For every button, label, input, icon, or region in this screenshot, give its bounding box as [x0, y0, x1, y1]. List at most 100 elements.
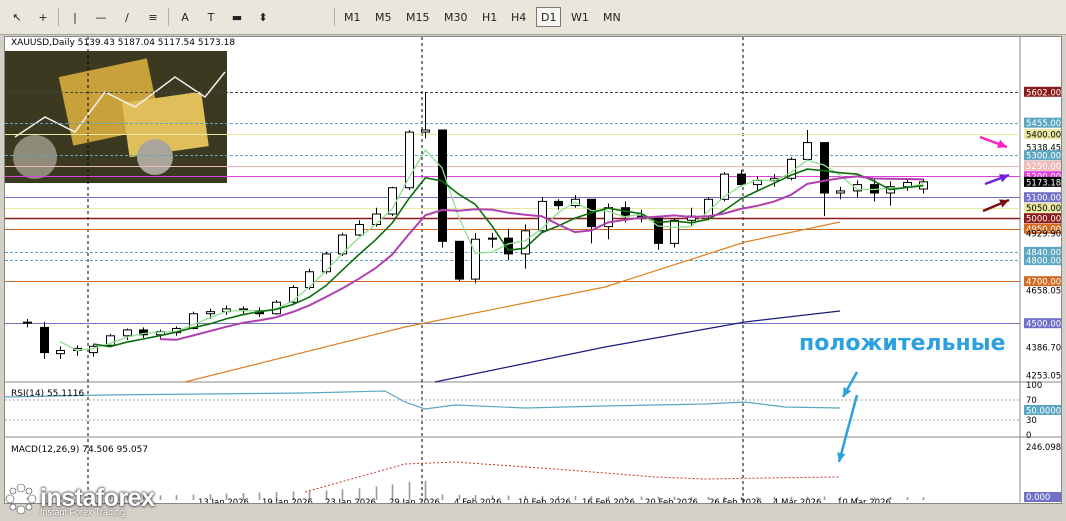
candle-body	[355, 224, 364, 236]
timeframe-h4[interactable]: H4	[511, 10, 527, 24]
pink-arrow-icon-head	[997, 139, 1007, 148]
text-icon[interactable]: A	[181, 10, 189, 24]
rsi-axis-label: 70	[1026, 396, 1037, 406]
candle-body	[106, 335, 115, 346]
candle-body	[123, 329, 132, 337]
rsi-tag-bg	[1024, 405, 1061, 415]
price-tag-bg	[1024, 246, 1061, 257]
channel-icon[interactable]: ≡	[148, 10, 158, 24]
price-axis-label: 4658.05	[1026, 287, 1061, 297]
macd-tag-bg	[1024, 492, 1061, 502]
price-tag-bg	[1024, 255, 1061, 266]
ma-200-line	[434, 310, 841, 383]
rsi-line	[5, 390, 841, 410]
price-axis-label: 5173.18	[1026, 178, 1061, 188]
date-axis-label: 19 Jan 2026	[262, 498, 313, 504]
darkred-arrow-icon-head	[999, 199, 1009, 208]
price-tag-bg	[1024, 213, 1061, 224]
price-axis-label: 5250.00	[1026, 162, 1061, 172]
text-label-icon[interactable]: T	[207, 10, 215, 24]
crosshair-icon[interactable]: +	[38, 10, 48, 24]
price-axis-label: 5602.00	[1026, 88, 1061, 98]
price-tag-bg	[1024, 86, 1061, 97]
timeframe-m30[interactable]: M30	[444, 10, 468, 24]
price-axis-label: 5455.00	[1026, 119, 1061, 129]
cursor-icon[interactable]: ↖	[12, 10, 22, 24]
rsi-axis-label: 0	[1026, 431, 1031, 441]
ma-100-line	[184, 221, 841, 383]
logo-name: instaforex	[40, 484, 155, 512]
chart-canvas[interactable]: 5602.00 5455.00 5400.00 5338.455300.005250.…	[5, 37, 1062, 504]
candle-body	[40, 326, 49, 354]
candle-body	[737, 173, 746, 186]
timeframe-m15[interactable]: M15	[406, 10, 430, 24]
price-tag-bg	[1024, 160, 1061, 171]
price-tag-bg	[1024, 223, 1061, 234]
price-tag-bg	[1024, 192, 1061, 203]
candle-body	[388, 187, 397, 215]
timeframe-w1[interactable]: W1	[571, 10, 589, 24]
purple-arrow-icon-head	[999, 174, 1009, 183]
price-axis-label: 5300.00	[1026, 152, 1061, 162]
chart-window[interactable]: 5602.00 5455.00 5400.00 5338.45 5300.00 5250.…	[4, 36, 1062, 504]
candle-body	[56, 350, 65, 355]
annotation-text: положительные	[799, 331, 1006, 356]
macd-signal-line	[304, 461, 841, 493]
date-axis-bg	[5, 502, 1020, 503]
timeframe-mn[interactable]: MN	[603, 10, 621, 24]
candle-body	[289, 287, 298, 303]
price-axis-label: 4800.00	[1026, 257, 1061, 267]
price-axis-label: 4929.90	[1026, 229, 1061, 239]
candle-body	[23, 321, 32, 324]
rsi-axis-label: 100	[1026, 381, 1042, 391]
date-axis-label: 29 Jan 2026	[389, 498, 440, 504]
toolbar-separator	[334, 8, 335, 26]
price-axis-label: 4253.05	[1026, 372, 1061, 382]
candle-body	[421, 129, 430, 133]
blue-arrow-icon-head	[843, 387, 852, 397]
coin-shape	[13, 135, 57, 179]
price-axis-label: 4950.00	[1026, 225, 1061, 235]
date-axis-label: 23 Jan 2026	[325, 498, 376, 504]
macd-axis-label: 0.000	[1026, 493, 1050, 503]
price-tag-bg	[1024, 150, 1061, 161]
horizontal-line-icon[interactable]: —	[95, 10, 107, 24]
price-axis-label: 4700.00	[1026, 278, 1061, 288]
candle-body	[322, 253, 331, 273]
logo-tagline: Instant Forex Trading	[40, 507, 126, 517]
candle-body	[803, 142, 812, 160]
candle-body	[139, 329, 148, 336]
thumbnail-line	[14, 71, 226, 138]
candle-body	[521, 230, 530, 255]
ma-mid-line	[93, 168, 924, 348]
price-tag-bg	[1024, 276, 1061, 287]
price-tag-bg	[1024, 129, 1061, 140]
timeframe-m5[interactable]: M5	[375, 10, 392, 24]
date-axis-label: 10 Feb 2026	[518, 498, 571, 504]
vertical-line-icon[interactable]: |	[73, 10, 77, 24]
candle-body	[554, 200, 563, 207]
price-tag-bg	[1024, 202, 1061, 213]
rsi-axis-label: 50.0000	[1026, 407, 1061, 417]
price-axis-label: 4386.70	[1026, 343, 1061, 353]
candle-body	[438, 129, 447, 242]
news-thumbnail	[5, 51, 227, 183]
timeframe-m1[interactable]: M1	[344, 10, 361, 24]
timeframe-d1[interactable]: D1	[536, 7, 562, 27]
instaforex-logo: instaforex Instant Forex Trading	[4, 476, 180, 521]
arrows-icon[interactable]: ⬍	[258, 10, 268, 24]
trendline-icon[interactable]: ∕	[125, 10, 129, 24]
price-axis-label: 4500.00	[1026, 320, 1061, 330]
candle-body	[455, 240, 464, 280]
shapes-icon[interactable]: ▬	[231, 10, 243, 24]
blue-arrow-icon	[837, 394, 859, 463]
candle-body	[488, 237, 497, 240]
candle-body	[654, 217, 663, 244]
candle-body	[853, 184, 862, 192]
candle-body	[720, 173, 729, 200]
candle-body	[753, 179, 762, 186]
symbol-info: XAUUSD,Daily 5139.43 5187.04 5117.54 517…	[11, 38, 236, 48]
candle-body	[405, 131, 414, 189]
timeframe-h1[interactable]: H1	[482, 10, 498, 24]
candle-body	[206, 311, 215, 315]
